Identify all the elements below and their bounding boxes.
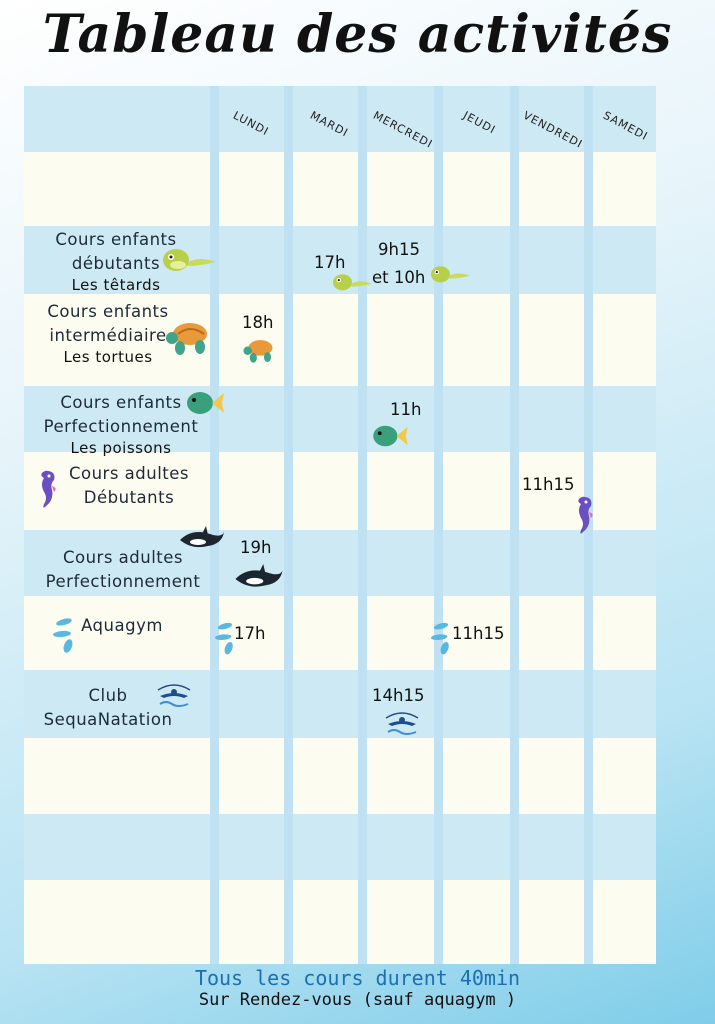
schedule-time: 18h <box>242 313 274 332</box>
activity-label: Cours adultes Débutants <box>68 464 190 507</box>
tadpole-icon <box>163 249 216 271</box>
tadpole-icon <box>430 266 470 283</box>
activity-label: Aquagym <box>81 616 163 635</box>
orca-icon <box>235 564 283 587</box>
table-row <box>24 386 656 452</box>
activity-label: Cours enfants intermédiaire Les tortues <box>47 302 169 366</box>
water-splash-icon <box>53 618 73 653</box>
schedule-time: 11h15 <box>522 475 575 494</box>
schedule-time: 14h15 <box>372 686 425 705</box>
schedule-time: 17h <box>314 253 346 272</box>
empty-row <box>24 880 656 964</box>
fish-icon <box>187 392 224 414</box>
column-divider <box>284 86 293 964</box>
table-row <box>24 294 656 386</box>
tadpole-icon <box>332 274 372 291</box>
column-divider <box>210 86 219 964</box>
schedule-time: 11h15 <box>452 624 505 643</box>
header-row <box>24 86 656 152</box>
footer-duration-note: Tous les cours durent 40min <box>194 966 521 990</box>
swimmer-logo-icon <box>157 684 191 707</box>
empty-row <box>24 738 656 814</box>
schedule-time: 9h15 <box>378 240 420 259</box>
orca-icon <box>180 526 224 548</box>
table-row <box>24 530 656 596</box>
activity-label: Cours adultes Perfectionnement <box>45 548 201 591</box>
schedule-time: 17h <box>234 624 266 643</box>
empty-row <box>24 152 656 226</box>
column-divider <box>510 86 519 964</box>
seahorse-icon <box>41 470 56 508</box>
water-splash-icon <box>214 622 233 655</box>
activity-label: Cours enfants débutants Les têtards <box>55 230 177 294</box>
empty-row <box>24 814 656 880</box>
turtle-icon <box>243 340 273 363</box>
activity-label: Cours enfants Perfectionnement Les poiss… <box>43 393 199 457</box>
column-divider <box>434 86 443 964</box>
column-divider <box>358 86 367 964</box>
schedule-time: 19h <box>240 538 272 557</box>
seahorse-icon <box>578 496 593 534</box>
schedule-time: 11h <box>390 400 422 419</box>
schedule-table: LUNDI MARDI MERCREDI JEUDI VENDREDI SAME… <box>24 86 656 964</box>
schedule-time: et 10h <box>372 268 426 287</box>
water-splash-icon <box>430 622 449 655</box>
page-title: Tableau des activités <box>42 4 673 65</box>
activity-label: Club SequaNatation <box>43 686 173 729</box>
table-row <box>24 596 656 670</box>
table-row <box>24 670 656 738</box>
swimmer-logo-icon <box>385 712 419 735</box>
table-row <box>24 452 656 530</box>
turtle-icon <box>166 323 207 355</box>
fish-icon <box>373 425 408 447</box>
footer-appointment-note: Sur Rendez-vous (sauf aquagym ) <box>198 990 517 1010</box>
